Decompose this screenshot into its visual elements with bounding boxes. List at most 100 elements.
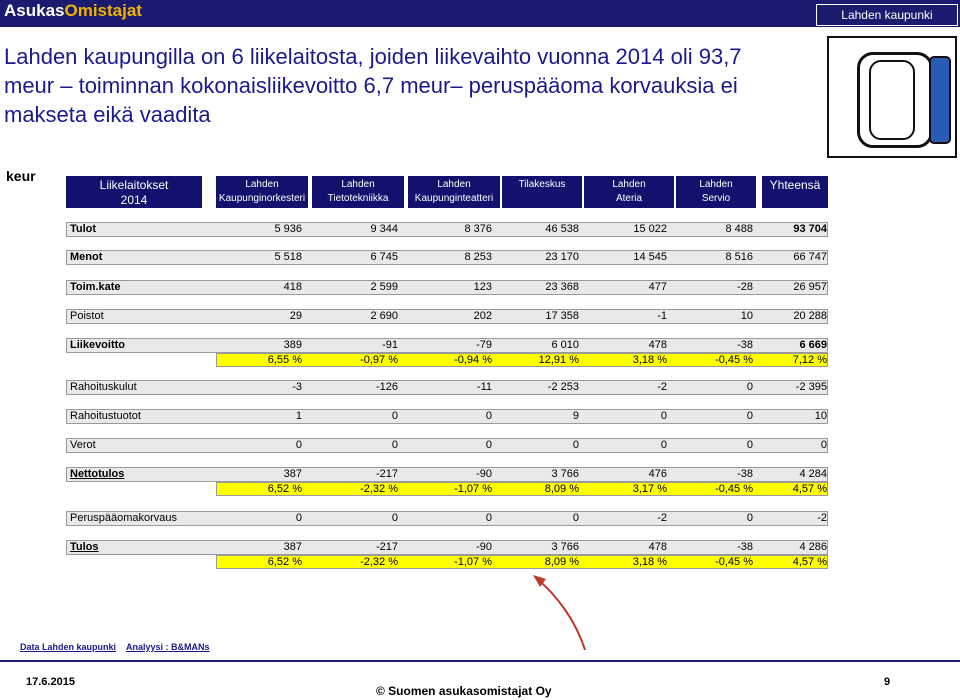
percent-cell: -2,32 % [360,483,398,495]
table-cell: 8 253 [464,251,492,263]
percent-cell: -0,45 % [715,354,753,366]
percent-cell: -0,97 % [360,354,398,366]
unit-label: keur [6,168,36,184]
table-row: Nettotulos 387 -217 -90 3 766 476 -38 4 284 [66,467,828,482]
row-label: Rahoituskulut [70,381,137,393]
table-cell: 10 [740,310,753,322]
table-cell: 29 [289,310,302,322]
row-label: Rahoitustuotot [70,410,141,422]
table-cell: 8 376 [464,223,492,235]
percent-cell: 3,18 % [632,556,667,568]
percent-cell: 3,17 % [632,483,667,495]
row-label: Liikevoitto [70,339,126,351]
table-cell: -2 395 [795,381,827,393]
table-row: Toim.kate 418 2 599 123 23 368 477 -28 26 957 [66,280,828,295]
row-label: Tulot [70,223,97,235]
percent-cell: -1,07 % [454,556,492,568]
percent-cell: 6,52 % [267,556,302,568]
table-cell: 2 599 [370,281,398,293]
percent-cell: -2,32 % [360,556,398,568]
table-row: Peruspääomakorvaus 0 0 0 0 -2 0 -2 [66,511,828,526]
table-cell: 8 488 [725,223,753,235]
city-logo-icon [827,36,957,158]
table-cell: 4 286 [799,541,827,553]
row-label: Menot [70,251,103,263]
column-header-orkesteri: Lahden Kaupunginorkesteri [216,176,308,208]
slide-date: 17.6.2015 [26,676,75,688]
percent-cell: -0,94 % [454,354,492,366]
column-header-total: Yhteensä [762,176,828,208]
table-cell: -28 [737,281,753,293]
table-cell: -91 [382,339,398,351]
table-cell: 0 [820,439,827,451]
brand-name-part-2: Omistajat [64,1,142,20]
table-cell: 20 288 [793,310,827,322]
table-cell: 17 358 [545,310,579,322]
table-cell: -2 [657,381,667,393]
table-cell: 10 [814,410,827,422]
percent-cell: 4,57 % [792,556,827,568]
table-cell: 0 [746,381,753,393]
percent-cell: 4,57 % [792,483,827,495]
table-cell: 0 [391,410,398,422]
table-cell: 9 344 [370,223,398,235]
column-header-servio: Lahden Servio [676,176,756,208]
table-cell: 387 [283,468,302,480]
table-row: Poistot 29 2 690 202 17 358 -1 10 20 288 [66,309,828,324]
page-number: 9 [884,676,891,688]
table-cell: 389 [283,339,302,351]
table-row: Rahoitustuotot 1 0 0 9 0 0 10 [66,409,828,424]
table-cell: 66 747 [793,251,827,263]
table-cell: 0 [572,512,579,524]
row-label: Poistot [70,310,104,322]
table-cell: -1 [657,310,667,322]
table-cell: 6 010 [551,339,579,351]
brand-name-part-1: Asukas [4,1,65,20]
percent-cell: 12,91 % [538,354,579,366]
top-bar: AsukasOmistajat Lahden kaupunki [0,0,960,27]
row-label: Toim.kate [70,281,121,293]
table-cell: -217 [375,468,398,480]
table-cell: 1 [295,410,302,422]
row-label: Verot [70,439,96,451]
table-cell: -11 [476,381,492,393]
row-label: Peruspääomakorvaus [70,512,178,524]
table-cell: 93 704 [793,223,827,235]
table-cell: 23 170 [545,251,579,263]
table-cell: 202 [473,310,492,322]
table-cell: 478 [648,339,667,351]
table-cell: -3 [292,381,302,393]
column-header-tietotekniikka: Lahden Tietotekniikka [312,176,404,208]
table-cell: 14 545 [633,251,667,263]
percent-cell: -1,07 % [454,483,492,495]
percent-row: 6,55 % -0,97 % -0,94 % 12,91 % 3,18 % -0,45 %… [216,353,828,367]
table-cell: 0 [485,439,492,451]
copyright: © Suomen asukasomistajat Oy [376,684,552,698]
table-row: Liikevoitto 389 -91 -79 6 010 478 -38 6 669 [66,338,828,353]
table-cell: -2 253 [547,381,579,393]
percent-cell: 8,09 % [544,556,579,568]
percent-cell: 7,12 % [792,354,827,366]
data-source: Data Lahden kaupunki [20,642,117,652]
table-row: Verot 0 0 0 0 0 0 0 [66,438,828,453]
table-cell: -2 [817,512,827,524]
table-row: Tulot 5 936 9 344 8 376 46 538 15 022 8 488 93 … [66,222,828,237]
percent-row: 6,52 % -2,32 % -1,07 % 8,09 % 3,18 % -0,45 % 4… [216,555,828,569]
table-row: Rahoituskulut -3 -126 -11 -2 253 -2 0 -2 395 [66,380,828,395]
percent-cell: 8,09 % [544,483,579,495]
percent-row: 6,52 % -2,32 % -1,07 % 8,09 % 3,17 % -0,45 % 4… [216,482,828,496]
table-cell: 0 [485,512,492,524]
table-cell: 9 [572,410,579,422]
table-cell: 0 [746,512,753,524]
percent-cell: 6,55 % [267,354,302,366]
table-cell: 15 022 [633,223,667,235]
table-cell: 26 957 [793,281,827,293]
slide-title: Lahden kaupungilla on 6 liikelaitosta, j… [4,44,742,127]
row-label: Tulos [70,541,99,553]
table-cell: 477 [648,281,667,293]
table-cell: 476 [648,468,667,480]
table-cell: 2 690 [370,310,398,322]
table-cell: 3 766 [551,468,579,480]
table-row: Tulos 387 -217 -90 3 766 478 -38 4 286 [66,540,828,555]
